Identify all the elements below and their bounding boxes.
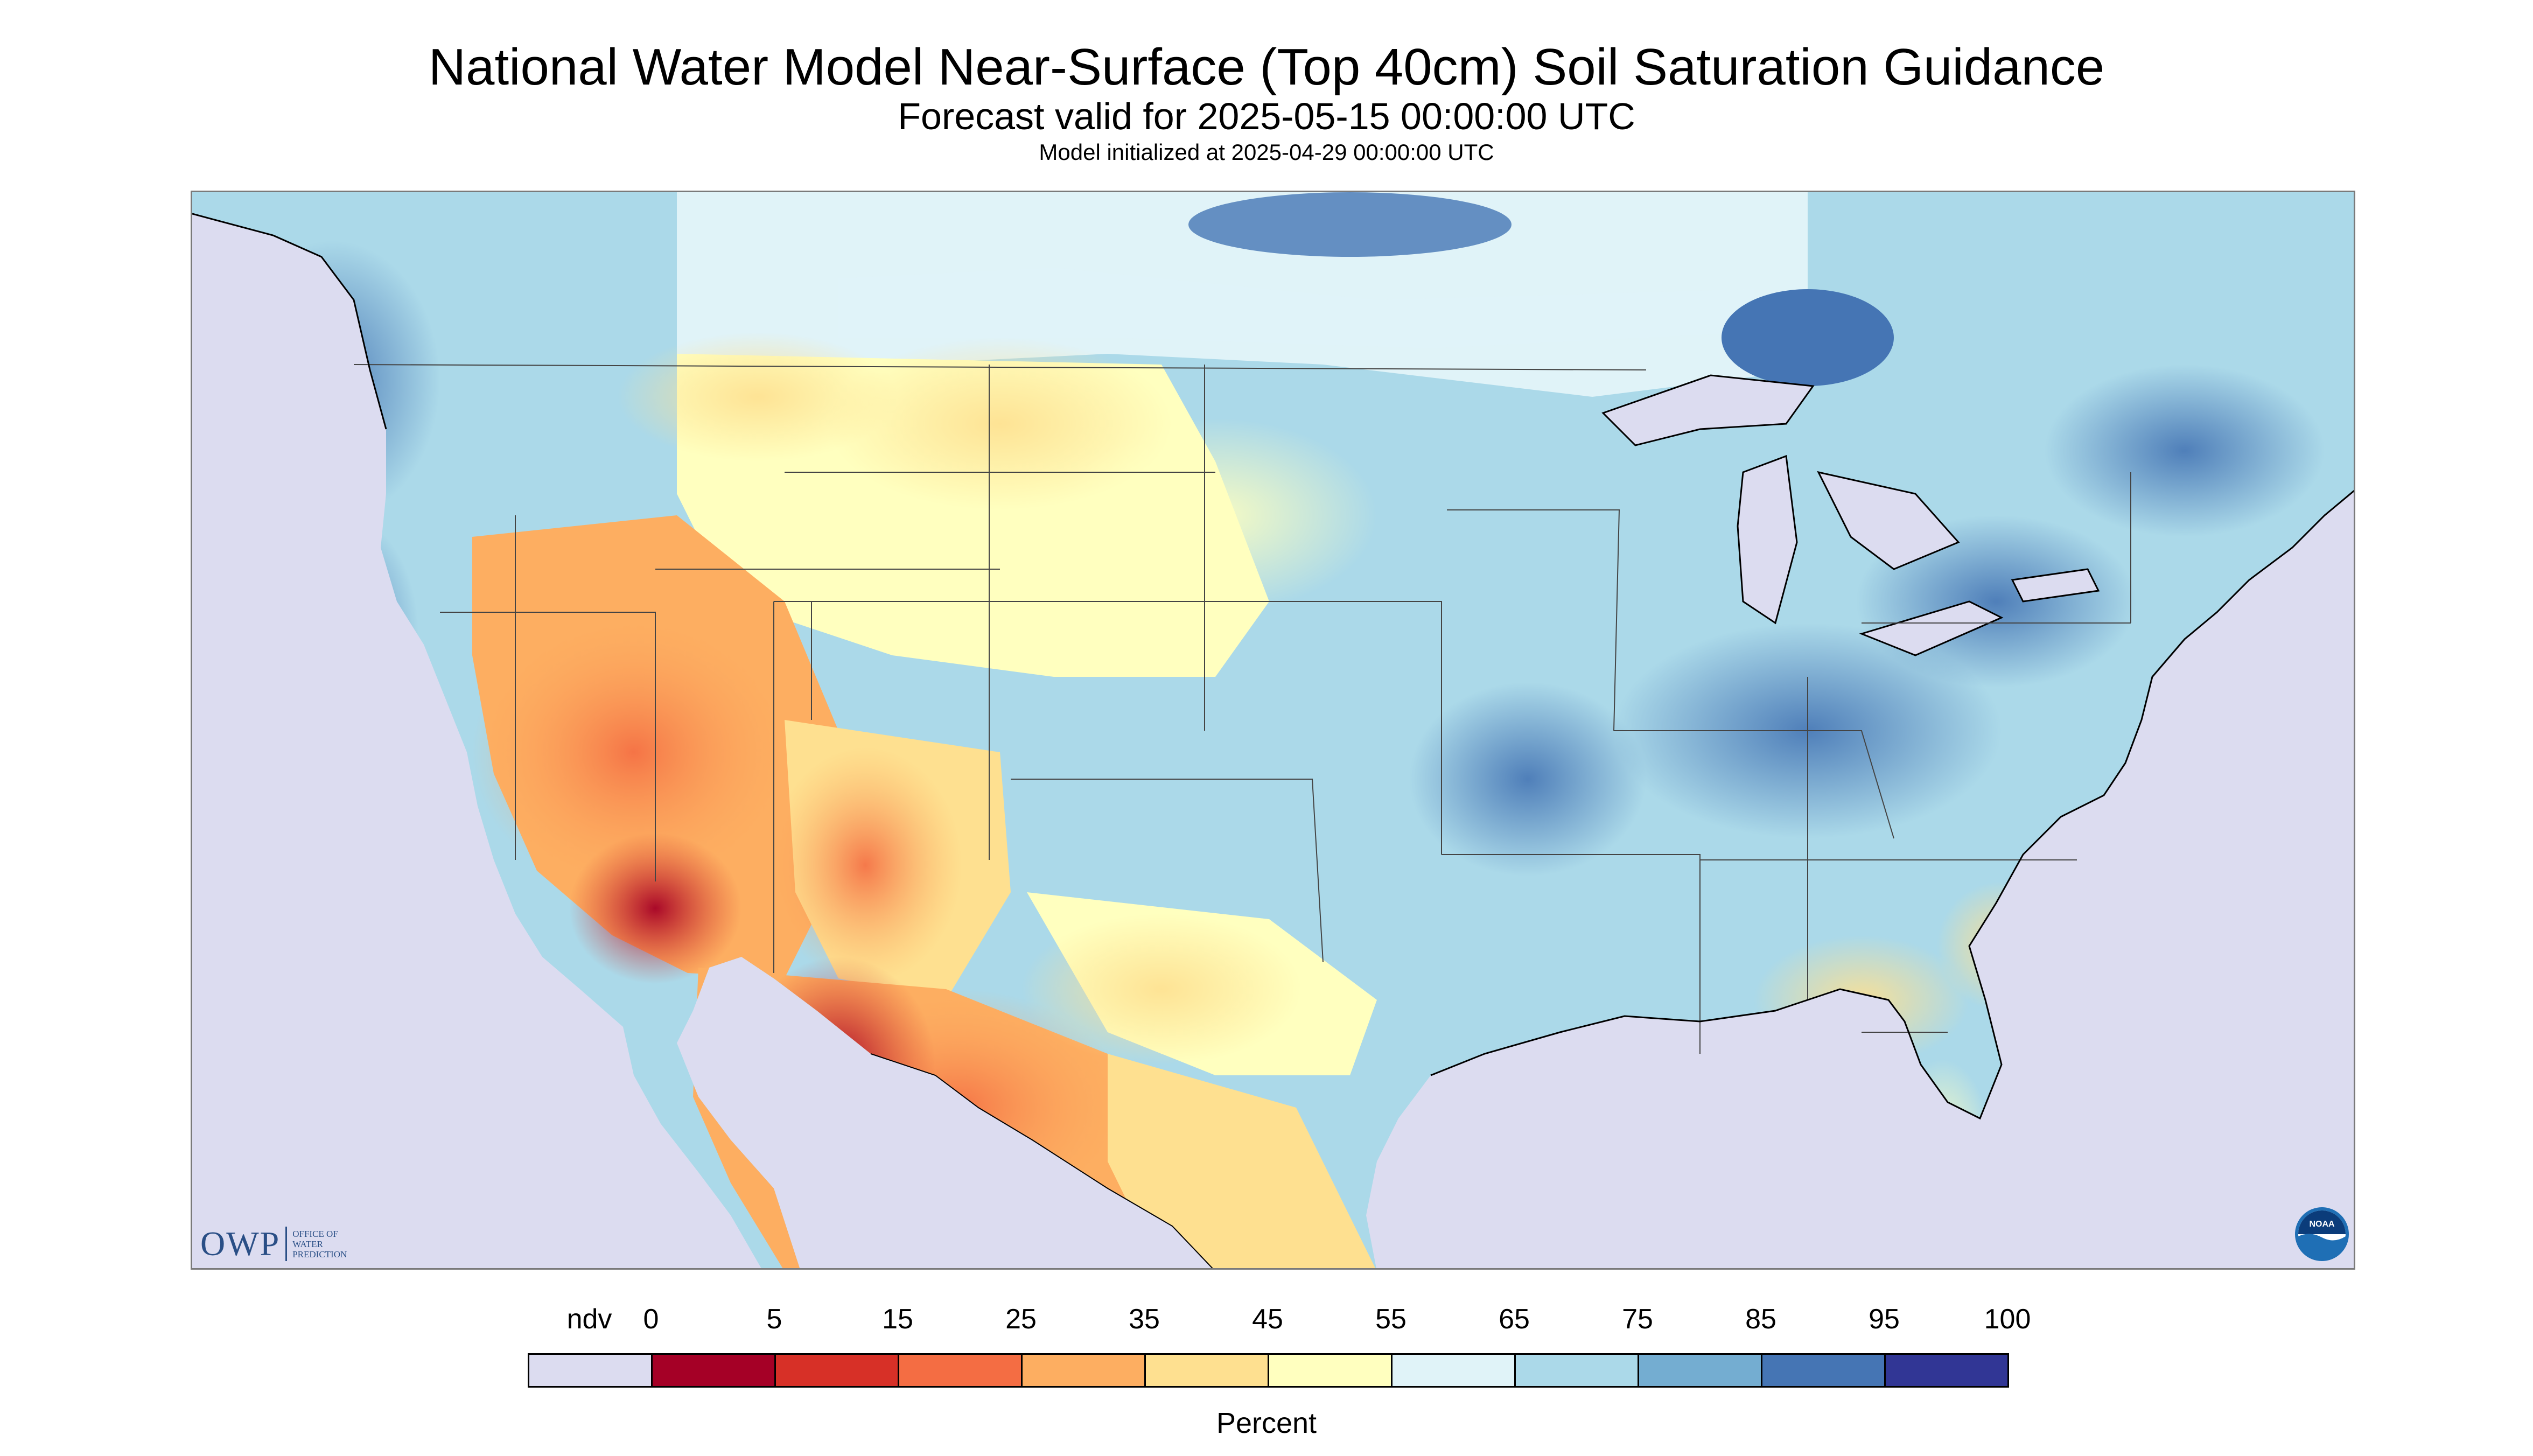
legend-label-95: 95	[1869, 1304, 1900, 1335]
legend-label-75: 75	[1622, 1304, 1653, 1335]
owp-line-1: OFFICE OF	[292, 1228, 338, 1239]
legend-swatch-65	[1514, 1353, 1639, 1388]
legend-label-ndv: ndv	[566, 1304, 612, 1335]
legend-swatch-75	[1638, 1353, 1762, 1388]
gulf-atlantic-coastline	[1430, 490, 2354, 1120]
lake-superior	[1601, 374, 1815, 446]
model-init-time: Model initialized at 2025-04-29 00:00:00…	[1039, 139, 1494, 165]
legend-swatch-85	[1761, 1353, 1886, 1388]
legend-label-25: 25	[1005, 1304, 1037, 1335]
forecast-valid-time: Forecast valid for 2025-05-15 00:00:00 U…	[898, 95, 1635, 137]
legend-title: Percent	[1216, 1407, 1317, 1439]
owp-logo-divider	[285, 1227, 288, 1261]
legend-swatch-15	[898, 1353, 1023, 1388]
legend-swatch-95	[1884, 1353, 2009, 1388]
owp-logo-letters: OWP	[200, 1224, 281, 1263]
legend-swatch-25	[1021, 1353, 1146, 1388]
legend-label-35: 35	[1129, 1304, 1160, 1335]
map-canvas	[192, 192, 2354, 1268]
legend-swatch-55	[1391, 1353, 1516, 1388]
legend-swatch-45	[1268, 1353, 1393, 1388]
owp-logo-subtitle: OFFICE OF WATER PREDICTION	[292, 1229, 347, 1259]
political-boundaries	[353, 364, 2131, 1054]
map-title: National Water Model Near-Surface (Top 4…	[428, 38, 2105, 96]
legend-label-85: 85	[1745, 1304, 1776, 1335]
noaa-logo-icon: NOAA	[2295, 1207, 2349, 1261]
owp-line-3: PREDICTION	[292, 1249, 347, 1259]
legend-swatch-35	[1144, 1353, 1269, 1388]
legend-label-0: 0	[643, 1304, 659, 1335]
great-lakes	[1601, 374, 2100, 656]
legend-label-5: 5	[766, 1304, 782, 1335]
legend-swatch-0	[651, 1353, 776, 1388]
lake-michigan	[1737, 454, 1798, 625]
legend-label-55: 55	[1375, 1304, 1407, 1335]
soil-saturation-map	[191, 191, 2355, 1270]
legend-label-45: 45	[1252, 1304, 1283, 1335]
legend-label-15: 15	[882, 1304, 913, 1335]
legend-swatch-ndv	[528, 1353, 653, 1388]
lake-erie	[1859, 600, 2004, 656]
owp-logo: OWP OFFICE OF WATER PREDICTION	[200, 1222, 347, 1265]
owp-line-2: WATER	[292, 1238, 323, 1249]
legend-swatch-5	[774, 1353, 899, 1388]
legend-label-65: 65	[1499, 1304, 1530, 1335]
mexico-coastline	[870, 1053, 1213, 1268]
lake-ontario	[2011, 568, 2100, 603]
legend-label-100: 100	[1984, 1304, 2031, 1335]
lake-huron	[1817, 471, 1960, 570]
noaa-logo-text: NOAA	[2309, 1220, 2335, 1229]
pacific-coastline	[192, 213, 387, 430]
